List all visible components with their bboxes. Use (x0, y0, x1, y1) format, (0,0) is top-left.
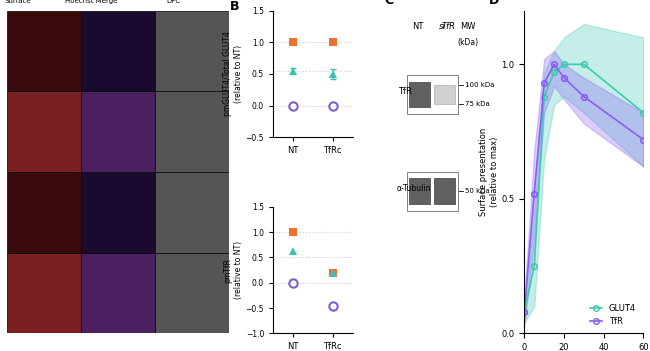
Text: D: D (489, 0, 499, 7)
Text: TfR: TfR (441, 22, 456, 31)
Text: TfR: TfR (398, 87, 412, 96)
Y-axis label: pmGLUT4/Total GLUT4
(relative to NT): pmGLUT4/Total GLUT4 (relative to NT) (224, 31, 243, 116)
Bar (155, 11, 229, 91)
Text: DPC: DPC (166, 0, 181, 4)
Bar (6, 91, 81, 172)
Bar (81, 253, 155, 333)
Bar (407, 75, 458, 114)
Bar (81, 11, 155, 91)
Bar (434, 178, 455, 204)
Y-axis label: pmTfR
(relative to NT): pmTfR (relative to NT) (224, 241, 243, 299)
Legend: GLUT4, TfR: GLUT4, TfR (586, 300, 640, 329)
Text: 75 kDa: 75 kDa (465, 101, 490, 107)
Bar (81, 172, 155, 253)
Text: C: C (384, 0, 393, 7)
Bar (6, 253, 81, 333)
Bar (434, 85, 455, 104)
Bar (407, 172, 458, 211)
Text: 50 kDa: 50 kDa (465, 188, 490, 194)
Text: MW: MW (460, 22, 475, 31)
Bar (410, 178, 430, 204)
Text: Hoechst Merge: Hoechst Merge (65, 0, 117, 4)
Text: (kDa): (kDa) (457, 38, 478, 47)
Text: si: si (439, 22, 446, 31)
Text: NT: NT (412, 22, 423, 31)
Bar (155, 253, 229, 333)
Text: α-Tubulin: α-Tubulin (396, 184, 431, 193)
Bar (81, 91, 155, 172)
Bar (155, 91, 229, 172)
Bar (155, 172, 229, 253)
Bar (6, 172, 81, 253)
Y-axis label: Surface presentation
(relative to max): Surface presentation (relative to max) (479, 128, 499, 216)
Text: B: B (229, 0, 239, 13)
Text: 100 kDa: 100 kDa (465, 82, 495, 88)
Bar (6, 11, 81, 91)
Text: Surface: Surface (5, 0, 31, 4)
Bar (410, 81, 430, 107)
